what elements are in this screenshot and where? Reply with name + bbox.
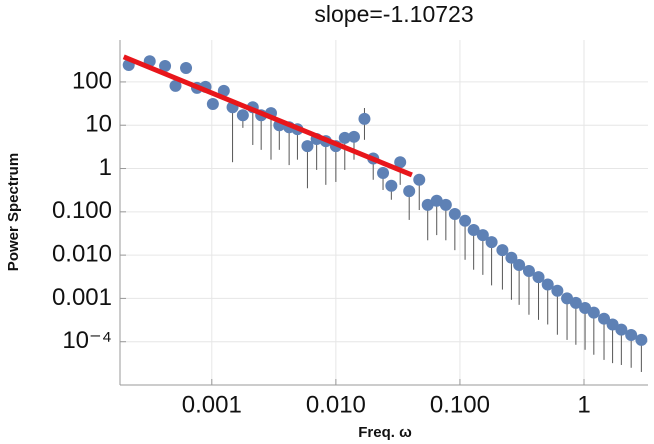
point	[430, 194, 443, 207]
point	[467, 224, 480, 237]
point	[598, 312, 611, 325]
point	[403, 185, 416, 198]
point	[385, 179, 398, 192]
point	[513, 259, 526, 272]
y-tick-label: 1	[99, 154, 112, 181]
x-tick-label: 0.100	[430, 391, 490, 418]
y-tick-label: 10⁻⁴	[62, 327, 112, 354]
point	[377, 166, 390, 179]
point	[206, 97, 219, 110]
point	[476, 229, 489, 242]
point	[635, 333, 648, 346]
x-tick-label: 0.010	[306, 391, 366, 418]
y-tick-label: 0.100	[52, 197, 112, 224]
point	[505, 251, 518, 264]
y-tick-label: 100	[72, 67, 112, 94]
point	[625, 328, 638, 341]
point	[569, 296, 582, 309]
point	[358, 112, 371, 125]
point	[448, 208, 461, 221]
point	[522, 264, 535, 277]
point	[561, 292, 574, 305]
point	[236, 109, 249, 122]
point	[301, 140, 314, 153]
point	[439, 198, 452, 211]
point	[587, 306, 600, 319]
point	[347, 130, 360, 143]
point	[394, 156, 407, 169]
point	[217, 84, 230, 97]
point	[606, 318, 619, 331]
point	[615, 323, 628, 336]
point	[169, 79, 182, 92]
point	[413, 173, 426, 186]
y-tick-label: 0.001	[52, 284, 112, 311]
point	[541, 278, 554, 291]
point	[551, 284, 564, 297]
point	[459, 214, 472, 227]
x-tick-label: 0.001	[182, 391, 242, 418]
point	[496, 244, 509, 257]
y-tick-label: 10	[85, 111, 112, 138]
point	[421, 198, 434, 211]
point	[485, 236, 498, 249]
point	[159, 59, 172, 72]
y-tick-label: 0.010	[52, 240, 112, 267]
x-tick-label: 1	[577, 391, 590, 418]
x-axis-label: Freq. ω	[358, 424, 412, 441]
point	[532, 271, 545, 284]
fit-line	[122, 54, 413, 178]
y-axis-label: Power Spectrum	[5, 153, 22, 271]
chart-title: slope=-1.10723	[314, 1, 473, 27]
point	[338, 131, 351, 144]
point	[180, 61, 193, 74]
